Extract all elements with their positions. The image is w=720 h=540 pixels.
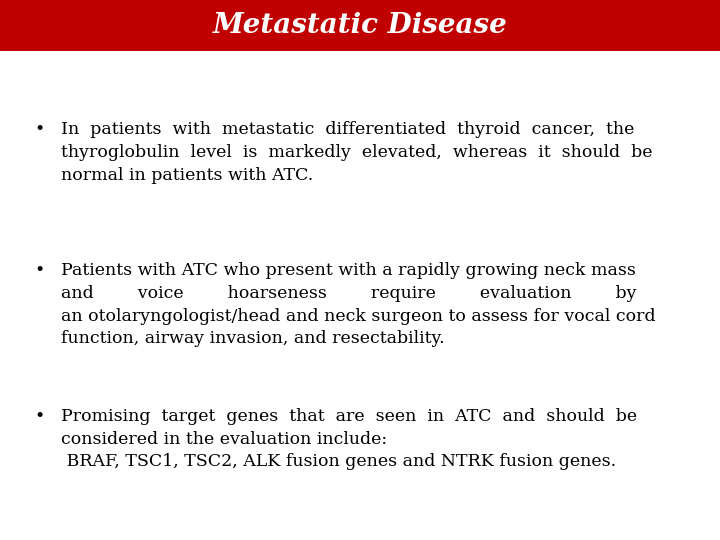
Text: •: • <box>35 408 45 424</box>
Text: Promising  target  genes  that  are  seen  in  ATC  and  should  be
considered i: Promising target genes that are seen in … <box>61 408 637 470</box>
Text: •: • <box>35 262 45 279</box>
Bar <box>0 0 720 51</box>
Text: Patients with ATC who present with a rapidly growing neck mass
and        voice : Patients with ATC who present with a rap… <box>61 262 656 347</box>
Text: Metastatic Disease: Metastatic Disease <box>212 12 508 39</box>
Text: •: • <box>35 122 45 138</box>
Text: In  patients  with  metastatic  differentiated  thyroid  cancer,  the
thyroglobu: In patients with metastatic differentiat… <box>61 122 653 184</box>
